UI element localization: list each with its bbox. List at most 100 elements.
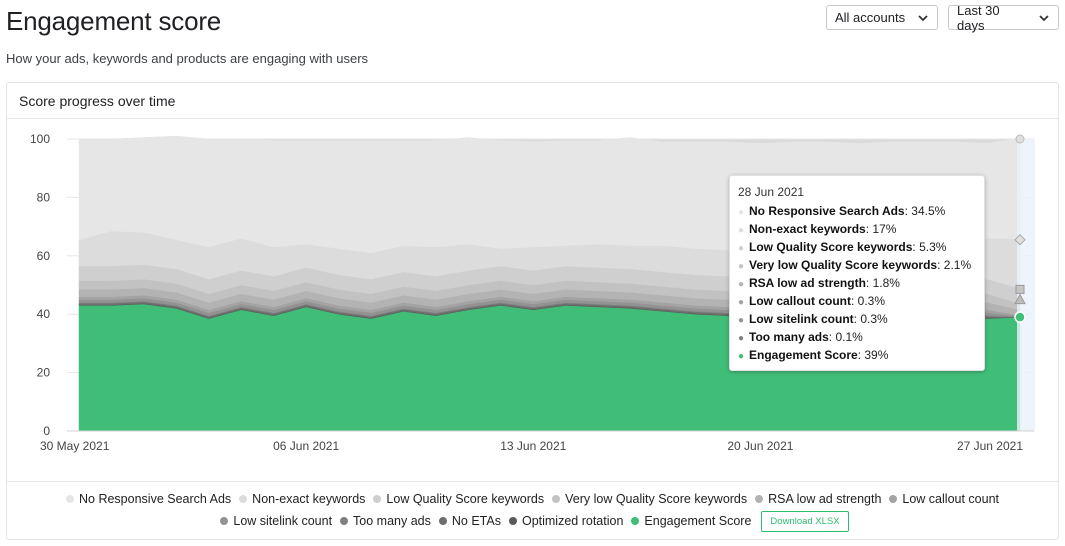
tooltip-separator: :: [853, 312, 861, 326]
date-range-dropdown[interactable]: Last 30 days: [948, 2, 1059, 33]
legend-dot-icon: [552, 495, 561, 503]
y-tick-label: 60: [37, 249, 51, 263]
legend-row: Low sitelink count Too many ads No ETAs Opt…: [6, 510, 1059, 532]
tooltip-separator: :: [912, 240, 920, 254]
legend-item-low-quality-score-keywords[interactable]: Low Quality Score keywords: [373, 492, 544, 506]
series-bullet-icon: ●: [738, 225, 745, 236]
series-bullet-icon: ●: [738, 261, 745, 272]
tooltip-row: ● Low sitelink count: 0.3%: [738, 310, 976, 328]
series-bullet-icon: ●: [738, 279, 745, 290]
y-tick-label: 80: [37, 190, 51, 204]
accounts-dropdown-label: All accounts: [835, 10, 906, 25]
tooltip-separator: :: [828, 330, 836, 344]
series-bullet-icon: ●: [738, 333, 745, 344]
tooltip-series-value: 0.3%: [860, 312, 888, 326]
x-tick-label: 27 Jun 2021: [957, 439, 1023, 453]
tooltip-series-name: Low Quality Score keywords: [749, 240, 913, 254]
legend-label: No Responsive Search Ads: [79, 492, 232, 506]
hover-band: [1017, 139, 1035, 431]
legend-item-too-many-ads[interactable]: Too many ads: [340, 514, 431, 528]
legend-dot-icon: [755, 495, 764, 503]
chart-legend: No Responsive Search Ads Non-exact keywor…: [6, 488, 1059, 532]
accounts-dropdown[interactable]: All accounts: [826, 5, 938, 30]
tooltip-series-value: 39%: [864, 348, 889, 362]
legend-label: RSA low ad strength: [768, 492, 882, 506]
tooltip-separator: :: [851, 294, 858, 308]
x-tick-label: 30 May 2021: [40, 439, 110, 453]
legend-item-no-etas[interactable]: No ETAs: [438, 514, 501, 528]
tooltip-series-name: Low sitelink count: [749, 312, 854, 326]
legend-item-low-sitelink-count[interactable]: Low sitelink count: [220, 514, 332, 528]
date-range-dropdown-label: Last 30 days: [957, 2, 1000, 33]
x-tick-label: 06 Jun 2021: [273, 439, 339, 453]
tooltip-separator: :: [904, 204, 912, 218]
series-bullet-icon: ●: [738, 351, 745, 362]
tooltip-row: ● RSA low ad strength: 1.8%: [738, 274, 976, 292]
y-tick-label: 0: [43, 424, 50, 438]
y-tick-label: 100: [30, 132, 50, 146]
card-header: Score progress over time: [7, 83, 1058, 119]
tooltip-series-value: 1.8%: [872, 276, 900, 290]
hover-marker: [1015, 134, 1025, 144]
legend-dot-icon: [340, 517, 349, 525]
legend-label: Low Quality Score keywords: [386, 492, 545, 506]
legend-label: Low callout count: [902, 492, 999, 506]
tooltip-series-value: 2.1%: [943, 258, 972, 272]
tooltip-separator: :: [937, 258, 944, 272]
chevron-down-icon: [1039, 14, 1049, 21]
legend-label: No ETAs: [451, 514, 501, 528]
card-title: Score progress over time: [19, 93, 176, 109]
legend-dot-icon: [631, 517, 640, 525]
legend-item-optimized-rotation[interactable]: Optimized rotation: [508, 514, 624, 528]
legend-item-non-exact-keywords[interactable]: Non-exact keywords: [239, 492, 365, 506]
tooltip-separator: :: [857, 348, 865, 362]
tooltip-series-name: Engagement Score: [749, 348, 858, 362]
tooltip-series-name: No Responsive Search Ads: [749, 204, 905, 218]
tooltip-series-value: 0.1%: [835, 330, 863, 344]
hover-marker: [1014, 234, 1026, 246]
legend-item-engagement-score[interactable]: Engagement Score: [631, 514, 751, 528]
tooltip-row: ● Low callout count: 0.3%: [738, 292, 976, 310]
legend-dot-icon: [889, 495, 898, 503]
y-tick-label: 20: [37, 366, 51, 380]
tooltip-series-name: RSA low ad strength: [749, 276, 866, 290]
legend-dot-icon: [220, 517, 229, 525]
legend-label: Optimized rotation: [521, 514, 624, 528]
legend-dot-icon: [373, 495, 382, 503]
tooltip-series-value: 0.3%: [857, 294, 886, 308]
tooltip-series-name: Non-exact keywords: [749, 222, 866, 236]
legend-item-low-callout-count[interactable]: Low callout count: [889, 492, 999, 506]
series-bullet-icon: ●: [738, 315, 745, 326]
tooltip-row: ● Very low Quality Score keywords: 2.1%: [738, 256, 976, 274]
legend-label: Too many ads: [353, 514, 431, 528]
legend-item-rsa-low-ad-strength[interactable]: RSA low ad strength: [755, 492, 881, 506]
legend-dot-icon: [239, 495, 248, 503]
legend-label: Engagement Score: [644, 514, 752, 528]
hover-marker: [1015, 284, 1025, 294]
legend-label: Low sitelink count: [233, 514, 333, 528]
page-title: Engagement score: [6, 6, 222, 36]
hover-marker: [1014, 311, 1026, 323]
legend-label: Very low Quality Score keywords: [565, 492, 748, 506]
tooltip-series-name: Too many ads: [749, 330, 829, 344]
page-subtitle: How your ads, keywords and products are …: [6, 51, 369, 66]
x-tick-label: 13 Jun 2021: [500, 439, 566, 453]
legend-item-very-low-quality-score-keywords[interactable]: Very low Quality Score keywords: [552, 492, 747, 506]
series-bullet-icon: ●: [738, 207, 745, 218]
legend-label: Non-exact keywords: [252, 492, 366, 506]
tooltip-row: ● Low Quality Score keywords: 5.3%: [738, 238, 976, 256]
tooltip-series-value: 17%: [872, 222, 897, 236]
tooltip-row: ● Engagement Score: 39%: [738, 346, 976, 364]
chevron-down-icon: [918, 14, 928, 21]
tooltip-series-value: 34.5%: [911, 204, 946, 218]
tooltip-series-name: Low callout count: [749, 294, 851, 308]
tooltip-row: ● Too many ads: 0.1%: [738, 328, 976, 346]
tooltip-series-name: Very low Quality Score keywords: [749, 258, 938, 272]
download-xlsx-button[interactable]: Download XLSX: [761, 510, 849, 532]
y-tick-label: 40: [37, 307, 51, 321]
legend-row: No Responsive Search Ads Non-exact keywor…: [6, 488, 1059, 510]
tooltip-separator: :: [865, 276, 873, 290]
series-bullet-icon: ●: [738, 297, 745, 308]
legend-dot-icon: [66, 495, 74, 503]
legend-item-no-responsive-search-ads[interactable]: No Responsive Search Ads: [66, 492, 231, 506]
